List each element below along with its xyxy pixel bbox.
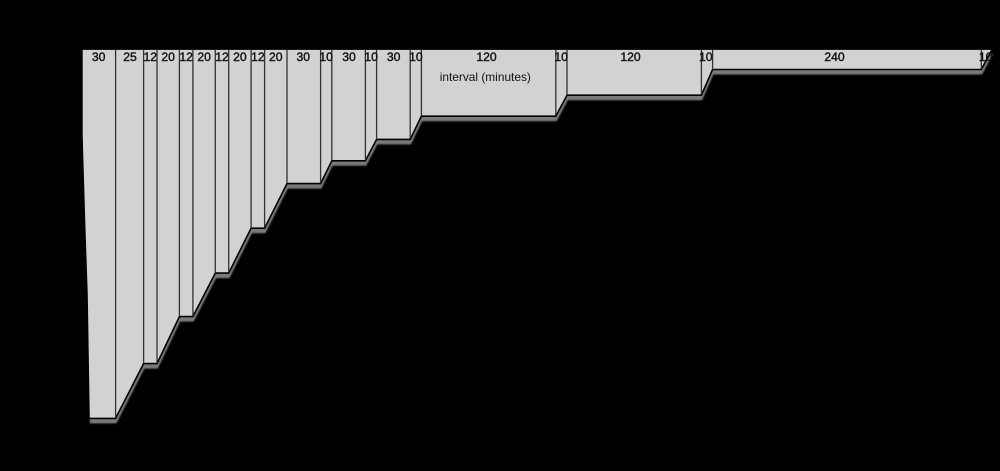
- svg-text:12: 12: [251, 50, 265, 64]
- svg-text:25: 25: [123, 50, 137, 64]
- svg-text:20: 20: [197, 50, 211, 64]
- svg-text:120: 120: [620, 50, 641, 64]
- svg-text:12: 12: [215, 50, 229, 64]
- svg-text:10: 10: [364, 50, 378, 64]
- svg-text:10: 10: [319, 50, 333, 64]
- svg-text:120: 120: [476, 50, 497, 64]
- svg-text:30: 30: [387, 50, 401, 64]
- svg-text:10: 10: [979, 50, 993, 64]
- svg-text:12: 12: [179, 50, 193, 64]
- svg-text:interval (minutes): interval (minutes): [440, 70, 531, 84]
- svg-text:240: 240: [824, 50, 845, 64]
- svg-text:30: 30: [297, 50, 311, 64]
- svg-text:20: 20: [269, 50, 283, 64]
- svg-text:12: 12: [144, 50, 158, 64]
- svg-text:20: 20: [161, 50, 175, 64]
- svg-text:10: 10: [699, 50, 713, 64]
- svg-text:10: 10: [409, 50, 423, 64]
- svg-text:30: 30: [342, 50, 356, 64]
- svg-text:30: 30: [92, 50, 106, 64]
- svg-text:10: 10: [554, 50, 568, 64]
- svg-text:20: 20: [233, 50, 247, 64]
